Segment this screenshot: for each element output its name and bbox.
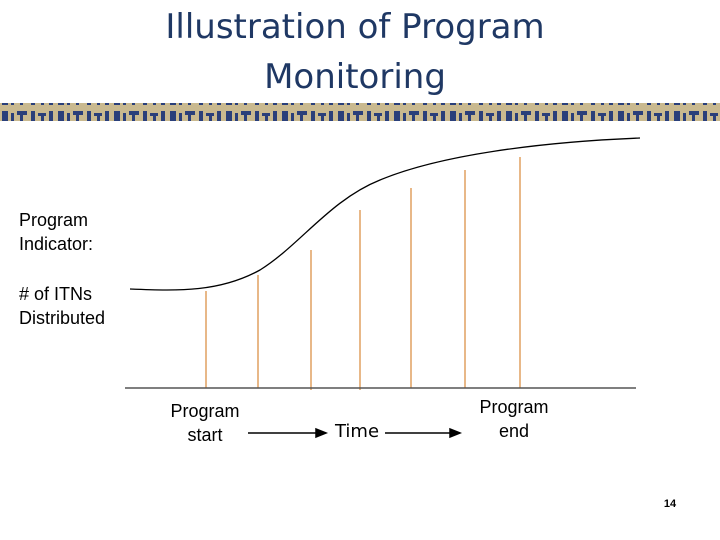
measurement-lines [205,157,521,390]
arrows [248,427,463,439]
time-label: Time [334,421,380,442]
y-sublabel: # of ITNs Distributed [19,284,106,328]
curve [129,137,641,291]
title: Illustration of Program Monitoring [165,7,545,97]
page-number: 14 [663,498,677,510]
start-label: Program start [170,401,240,445]
end-label: Program end [479,397,549,441]
banner [0,103,720,121]
y-label: Program Indicator: [19,210,94,254]
